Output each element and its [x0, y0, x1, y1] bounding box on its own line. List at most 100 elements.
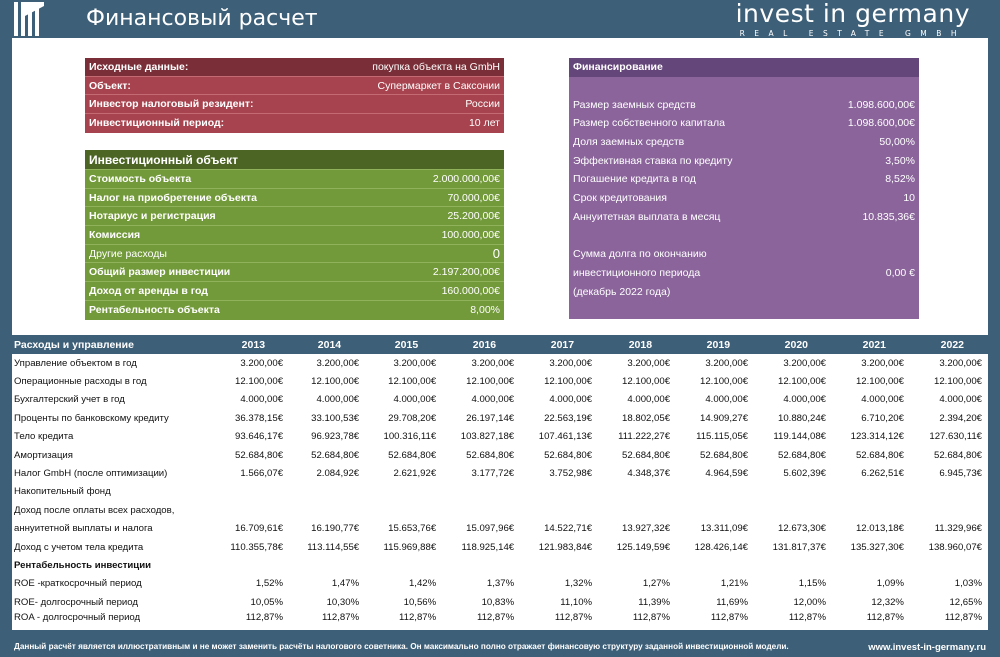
page-title: Финансовый расчет — [86, 6, 318, 31]
table-cell: 93.646,17€ — [235, 431, 284, 443]
table-row: Накопительный фонд — [12, 483, 988, 501]
table-cell: 112,87% — [321, 612, 360, 624]
expenses-table-wrapper: Расходы и управление 2013 2014 2015 2016 201… — [12, 336, 988, 630]
table-cell: 52.684,80€ — [466, 449, 515, 461]
table-cell: 12.100,00€ — [235, 376, 284, 388]
financing-label: Размер заемных средств — [573, 98, 696, 111]
object-row: Налог на приобретение объекта 70.000,00€ — [85, 189, 504, 208]
table-cell — [289, 501, 365, 519]
source-data-label: Объект: — [89, 79, 131, 92]
table-cell — [212, 483, 289, 501]
object-value: 70.000,00€ — [447, 191, 500, 204]
table-cell — [754, 483, 832, 501]
financing-label: Погашение кредита в год — [573, 173, 696, 186]
object-value: 160.000,00€ — [441, 284, 500, 297]
table-cell — [289, 556, 365, 574]
financing-spacer — [569, 77, 919, 96]
brand-logo[interactable]: invest in germany REAL ESTATE GMBH — [736, 0, 970, 38]
table-cell: 113.114,55€ — [307, 541, 360, 553]
table-cell: 52.684,80€ — [235, 449, 284, 461]
source-data-row: Исходные данные: покупка объекта на GmbH — [85, 58, 504, 77]
table-cell: 4.348,37€ — [627, 468, 671, 480]
table-cell: 12.100,00€ — [777, 376, 826, 388]
table-cell: 119.144,08€ — [773, 431, 826, 443]
financing-title: Финансирование — [573, 61, 663, 74]
financing-label: Эффективная ставка по кредиту — [573, 154, 733, 167]
debt-row: инвестиционного периода 0,00 € — [569, 264, 919, 283]
source-data-value: 10 лет — [468, 117, 500, 130]
row-label: Амортизация — [14, 449, 73, 461]
table-cell: 13.927,32€ — [622, 523, 671, 535]
table-cell: 1,27% — [642, 578, 671, 590]
table-cell: 3.200,00€ — [627, 357, 671, 369]
table-cell: 10,30% — [326, 596, 360, 608]
table-cell: 2.084,92€ — [316, 468, 360, 480]
financing-value: 10.835,36€ — [862, 210, 915, 223]
table-cell: 52.684,80€ — [855, 449, 904, 461]
year-header: 2022 — [940, 339, 964, 351]
table-row: Налог GmbH (после оптимизации) 1.566,07€ 2… — [12, 464, 988, 482]
summary-area: Исходные данные: покупка объекта на GmbH… — [12, 38, 988, 335]
financing-label: Аннуитетная выплата в месяц — [573, 210, 721, 223]
table-cell: 22.563,19€ — [544, 412, 593, 424]
row-label: Проценты по банковскому кредиту — [14, 412, 169, 424]
table-cell — [520, 483, 598, 501]
financing-spacer — [569, 226, 919, 245]
table-row: ROA - долгосрочный период 112,87% 112,87% 1… — [12, 611, 988, 624]
object-value: 0 — [492, 246, 500, 262]
financing-value: 10 — [903, 192, 915, 205]
table-cell: 125.149,59€ — [616, 541, 671, 553]
financing-row: Погашение кредита в год 8,52% — [569, 170, 919, 189]
table-cell: 29.708,20€ — [388, 412, 437, 424]
table-row: Бухгалтерский учет в год 4.000,00€ 4.000,0… — [12, 391, 988, 409]
table-cell — [442, 501, 520, 519]
table-cell: 36.378,15€ — [235, 412, 284, 424]
row-label: Тело кредита — [14, 431, 74, 443]
source-data-label: Инвестиционный период: — [89, 117, 225, 130]
source-data-value: покупка объекта на GmbH — [372, 60, 500, 73]
table-cell: 3.200,00€ — [471, 357, 515, 369]
table-cell: 112,87% — [632, 612, 671, 624]
financing-value: 1.098.600,00€ — [847, 117, 915, 130]
table-row: Амортизация 52.684,80€ 52.684,80€ 52.684,80… — [12, 446, 988, 464]
table-row: Управление объектом в год 3.200,00€ 3.200,… — [12, 354, 988, 372]
table-cell: 3.752,98€ — [549, 468, 593, 480]
row-label: Налог GmbH (после оптимизации) — [14, 468, 168, 480]
table-cell: 4.000,00€ — [240, 394, 284, 406]
table-cell: 107.461,13€ — [538, 431, 593, 443]
year-header: 2019 — [706, 339, 731, 351]
year-header: 2017 — [550, 339, 575, 351]
table-cell: 1,09% — [876, 578, 904, 590]
financing-label: Размер собственного капитала — [573, 117, 725, 130]
object-label: Налог на приобретение объекта — [89, 191, 258, 204]
table-cell: 12.100,00€ — [311, 376, 360, 388]
table-cell: 3.200,00€ — [705, 357, 749, 369]
row-label: Управление объектом в год — [14, 357, 137, 369]
table-cell: 96.923,78€ — [311, 431, 360, 443]
object-value: 25.200,00€ — [447, 210, 500, 223]
year-header: 2013 — [241, 339, 266, 351]
table-cell — [598, 483, 676, 501]
table-cell: 112,87% — [398, 612, 437, 624]
table-cell — [365, 501, 442, 519]
table-cell: 12.013,18€ — [855, 523, 904, 535]
table-cell: 12.673,30€ — [777, 523, 826, 535]
table-cell: 15.653,76€ — [388, 523, 437, 535]
table-cell — [832, 483, 910, 501]
object-row: Доход от аренды в год 160.000,00€ — [85, 282, 504, 301]
table-cell: 115.969,88€ — [383, 541, 437, 553]
table-cell — [910, 483, 988, 501]
table-cell: 3.200,00€ — [861, 357, 904, 369]
table-cell: 1,32% — [564, 578, 593, 590]
table-cell — [212, 556, 289, 574]
table-header-row: Расходы и управление 2013 2014 2015 2016 201… — [12, 336, 988, 354]
year-header: 2020 — [784, 339, 808, 351]
table-cell: 112,87% — [866, 612, 904, 624]
table-cell: 103.827,18€ — [460, 431, 515, 443]
website-link[interactable]: www.invest-in-germany.ru — [868, 642, 986, 653]
table-cell: 12.100,00€ — [933, 376, 982, 388]
table-cell: 1,03% — [954, 578, 982, 590]
table-cell: 3.200,00€ — [240, 357, 284, 369]
year-header: 2016 — [472, 339, 497, 351]
table-title: Расходы и управление — [14, 339, 134, 351]
